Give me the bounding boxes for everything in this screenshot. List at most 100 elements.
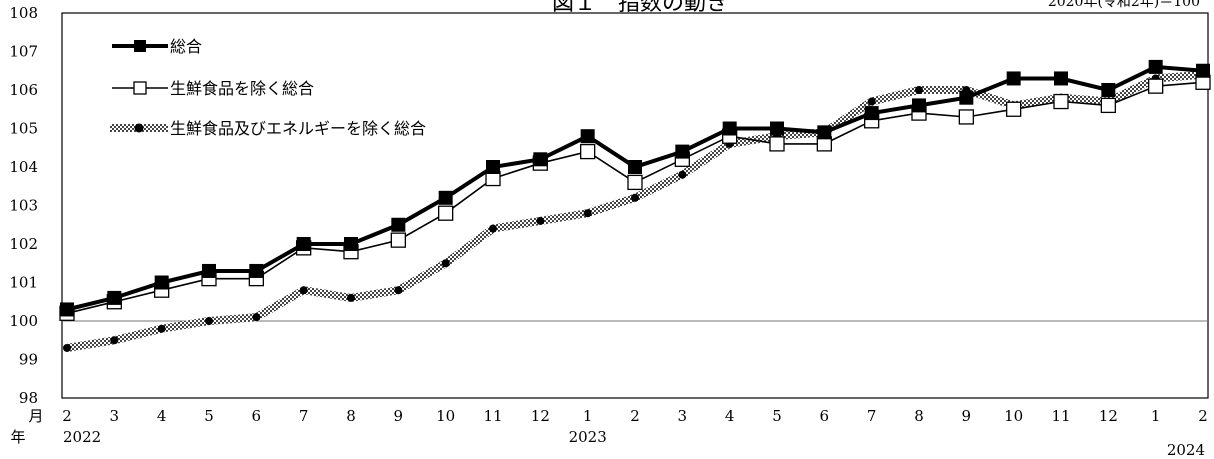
x-tick-label: 3: [110, 407, 120, 425]
series-1-point: [864, 106, 879, 121]
series-2-point: [1006, 101, 1022, 117]
series-3-point: [536, 216, 545, 225]
series-1-point: [202, 263, 216, 278]
x-tick-label: 8: [346, 407, 356, 425]
series-3-point: [489, 224, 497, 233]
series-3-point: [63, 343, 71, 352]
x-unit-month: 月: [28, 407, 43, 425]
series-layer: [59, 59, 1211, 352]
chart-note: 2020年(令和2年)＝100: [1048, 0, 1200, 10]
legend: 総合 生鮮食品を除く総合 生鮮食品及びエネルギーを除く総合: [110, 37, 426, 138]
series-1-point: [533, 152, 548, 167]
series-2-point: [1100, 97, 1116, 114]
y-tick-label-102: 102: [9, 235, 38, 253]
series-1-point: [1148, 59, 1163, 74]
series-1-point: [344, 237, 358, 251]
series-3-point: [394, 286, 403, 295]
legend-marker-3: [134, 123, 144, 133]
series-3: [63, 70, 1207, 352]
y-tick-label-98: 98: [19, 389, 38, 407]
series-3-line: [66, 70, 1204, 352]
series-3-point: [583, 209, 592, 218]
legend-marker-1: [134, 40, 146, 52]
x-tick-label: 11: [1051, 407, 1070, 425]
series-2-point: [580, 143, 596, 160]
series-2-point: [627, 174, 643, 191]
series-1-point: [628, 160, 642, 174]
series-1-point: [959, 90, 974, 105]
x-year-label-2022: 2022: [63, 428, 101, 446]
y-tick-label-100: 100: [9, 312, 38, 330]
x-tick-label: 11: [483, 407, 502, 425]
series-3-point: [347, 293, 355, 302]
x-tick-label: 9: [394, 407, 404, 425]
x-tick-label: 12: [1099, 407, 1118, 425]
x-tick-label: 5: [772, 407, 782, 425]
series-1-point: [675, 144, 690, 159]
y-tick-label-103: 103: [9, 197, 38, 215]
y-tick-label-105: 105: [9, 120, 38, 138]
x-tick-label: 6: [252, 407, 262, 425]
x-axis: 2 3 4 5 6 7 8 9 10 11 12 1 2 3 4 5 6 7 8 9 10 11 12 1 2月年 2022 202…: [10, 407, 1207, 459]
series-1-point: [249, 263, 264, 278]
x-tick-label: 10: [436, 407, 455, 425]
x-tick-label: 3: [678, 407, 688, 425]
x-tick-label: 2: [630, 407, 640, 425]
series-1-point: [817, 125, 832, 140]
legend-label-2: 生鮮食品を除く総合: [170, 79, 314, 98]
x-tick-label: 7: [299, 407, 309, 425]
series-1-point: [486, 160, 500, 174]
series-3-point: [252, 313, 261, 322]
x-year-label-2023: 2023: [569, 428, 607, 446]
y-tick-label-107: 107: [9, 43, 38, 61]
series-3-point: [631, 193, 639, 202]
series-2-point: [1148, 78, 1164, 94]
legend-item-1: 総合: [112, 37, 202, 56]
legend-item-2: 生鮮食品を除く総合: [112, 79, 314, 98]
y-tick-label-108: 108: [9, 4, 38, 22]
series-3-point: [299, 286, 308, 295]
series-1-point: [391, 217, 406, 232]
x-tick-label: 4: [157, 407, 167, 425]
series-3-point: [915, 86, 923, 94]
series-1: [60, 59, 1210, 317]
x-tick-label: 4: [725, 407, 735, 425]
x-tick-label: 7: [867, 407, 877, 425]
series-2-point: [1053, 93, 1069, 110]
legend-item-3: 生鮮食品及びエネルギーを除く総合: [110, 119, 426, 138]
x-tick-label: 8: [914, 407, 924, 425]
x-tick-label: 9: [962, 407, 972, 425]
x-year-label-2024: 2024: [1167, 441, 1205, 459]
x-tick-label: 10: [1004, 407, 1023, 425]
series-1-point: [1006, 71, 1021, 86]
x-tick-label: 1: [1151, 407, 1161, 425]
legend-label-3: 生鮮食品及びエネルギーを除く総合: [170, 119, 426, 138]
y-tick-label-101: 101: [9, 274, 38, 292]
y-axis: 98 99 100 101 102 103 104 105 106 107 108: [9, 4, 38, 407]
series-3-point: [441, 259, 450, 268]
series-2-point: [958, 109, 974, 125]
x-unit-year: 年: [10, 428, 25, 446]
x-tick-label: 5: [204, 407, 214, 425]
series-1-point: [154, 275, 169, 290]
series-1-point: [438, 190, 453, 205]
series-1-point: [60, 302, 74, 317]
series-1-point: [912, 98, 926, 113]
series-3-point: [205, 317, 213, 325]
series-2-point: [390, 232, 406, 248]
series-3-point: [157, 324, 166, 333]
legend-marker-2: [133, 81, 147, 95]
y-tick-label-99: 99: [19, 351, 38, 369]
series-3-point: [678, 170, 687, 179]
chart-title: 図１ 指数の動き: [552, 0, 728, 16]
x-tick-label: 1: [583, 407, 593, 425]
series-1-point: [722, 121, 737, 136]
x-tick-label: 2: [1198, 407, 1208, 425]
x-tick-label: 2: [62, 407, 72, 425]
series-3-point: [867, 97, 876, 106]
series-1-point: [580, 129, 595, 144]
series-1-point: [1196, 63, 1210, 78]
plot-area: [61, 12, 1209, 399]
y-tick-label-104: 104: [9, 158, 38, 176]
